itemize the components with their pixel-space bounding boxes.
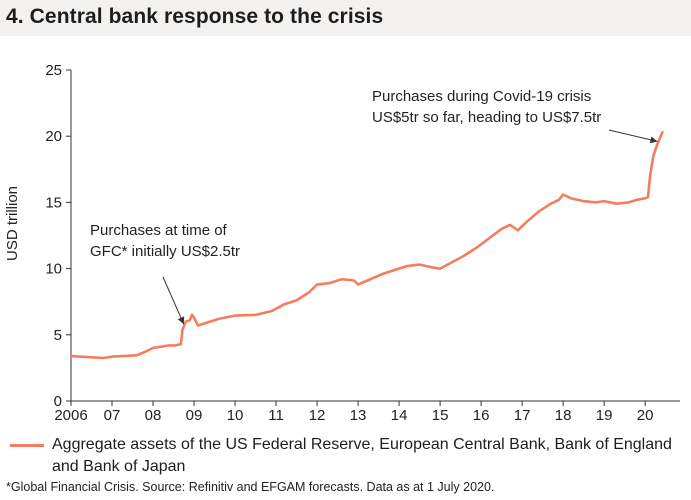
series-line [69,130,664,360]
x-tick-label: 20 [637,407,654,424]
footnote: *Global Financial Crisis. Source: Refini… [6,480,495,494]
x-tick-label: 09 [186,407,203,424]
x-tick-label: 15 [432,407,449,424]
chart: 0 5 10 15 20 25 2006 07 08 09 10 11 12 13 14 15 16 17 18 19… [4,62,680,424]
x-tick-label: 07 [104,407,121,424]
annotation-arrow-head [177,316,185,325]
y-tick-label: 25 [45,62,62,79]
legend-label: Aggregate assets of the US Federal Reser… [52,436,672,475]
chart-title: 4. Central bank response to the crisis [6,5,384,28]
y-tick-label: 20 [45,128,62,145]
x-tick-label: 17 [514,407,531,424]
legend-swatch [10,444,44,447]
title-bar: 4. Central bank response to the crisis [0,0,691,36]
y-axis-title: USD trillion [4,186,21,261]
x-tick-label: 10 [227,407,244,424]
x-tick-label: 19 [596,407,613,424]
x-tick-label: 2006 [54,407,87,424]
annotation-text: Purchases during Covid-19 crisis [372,88,591,105]
y-tick-label: 10 [45,261,62,278]
x-tick-label: 13 [350,407,367,424]
annotation-text: US$5tr so far, heading to US$7.5tr [372,109,601,126]
annotation-text: Purchases at time of [90,222,228,239]
x-tick-label: 12 [309,407,326,424]
x-tick-label: 08 [145,407,162,424]
annotation-arrow-head [649,136,658,144]
series-marks [69,130,664,360]
x-tick-label: 18 [555,407,572,424]
y-tick-label: 0 [54,393,62,410]
annotation-arrow-line [608,129,658,142]
y-tick-label: 5 [54,327,62,344]
axes: 0 5 10 15 20 25 2006 07 08 09 10 11 12 13 14 15 16 17 18 19… [4,62,680,424]
x-tick-label: 14 [391,407,408,424]
annotation-text: GFC* initially US$2.5tr [90,243,240,260]
x-tick-label: 16 [473,407,490,424]
annotation-arrow-line [162,276,185,325]
x-tick-label: 11 [268,407,284,424]
y-tick-label: 15 [45,194,62,211]
annotations: Purchases at time of GFC* initially US$2.… [90,88,658,325]
